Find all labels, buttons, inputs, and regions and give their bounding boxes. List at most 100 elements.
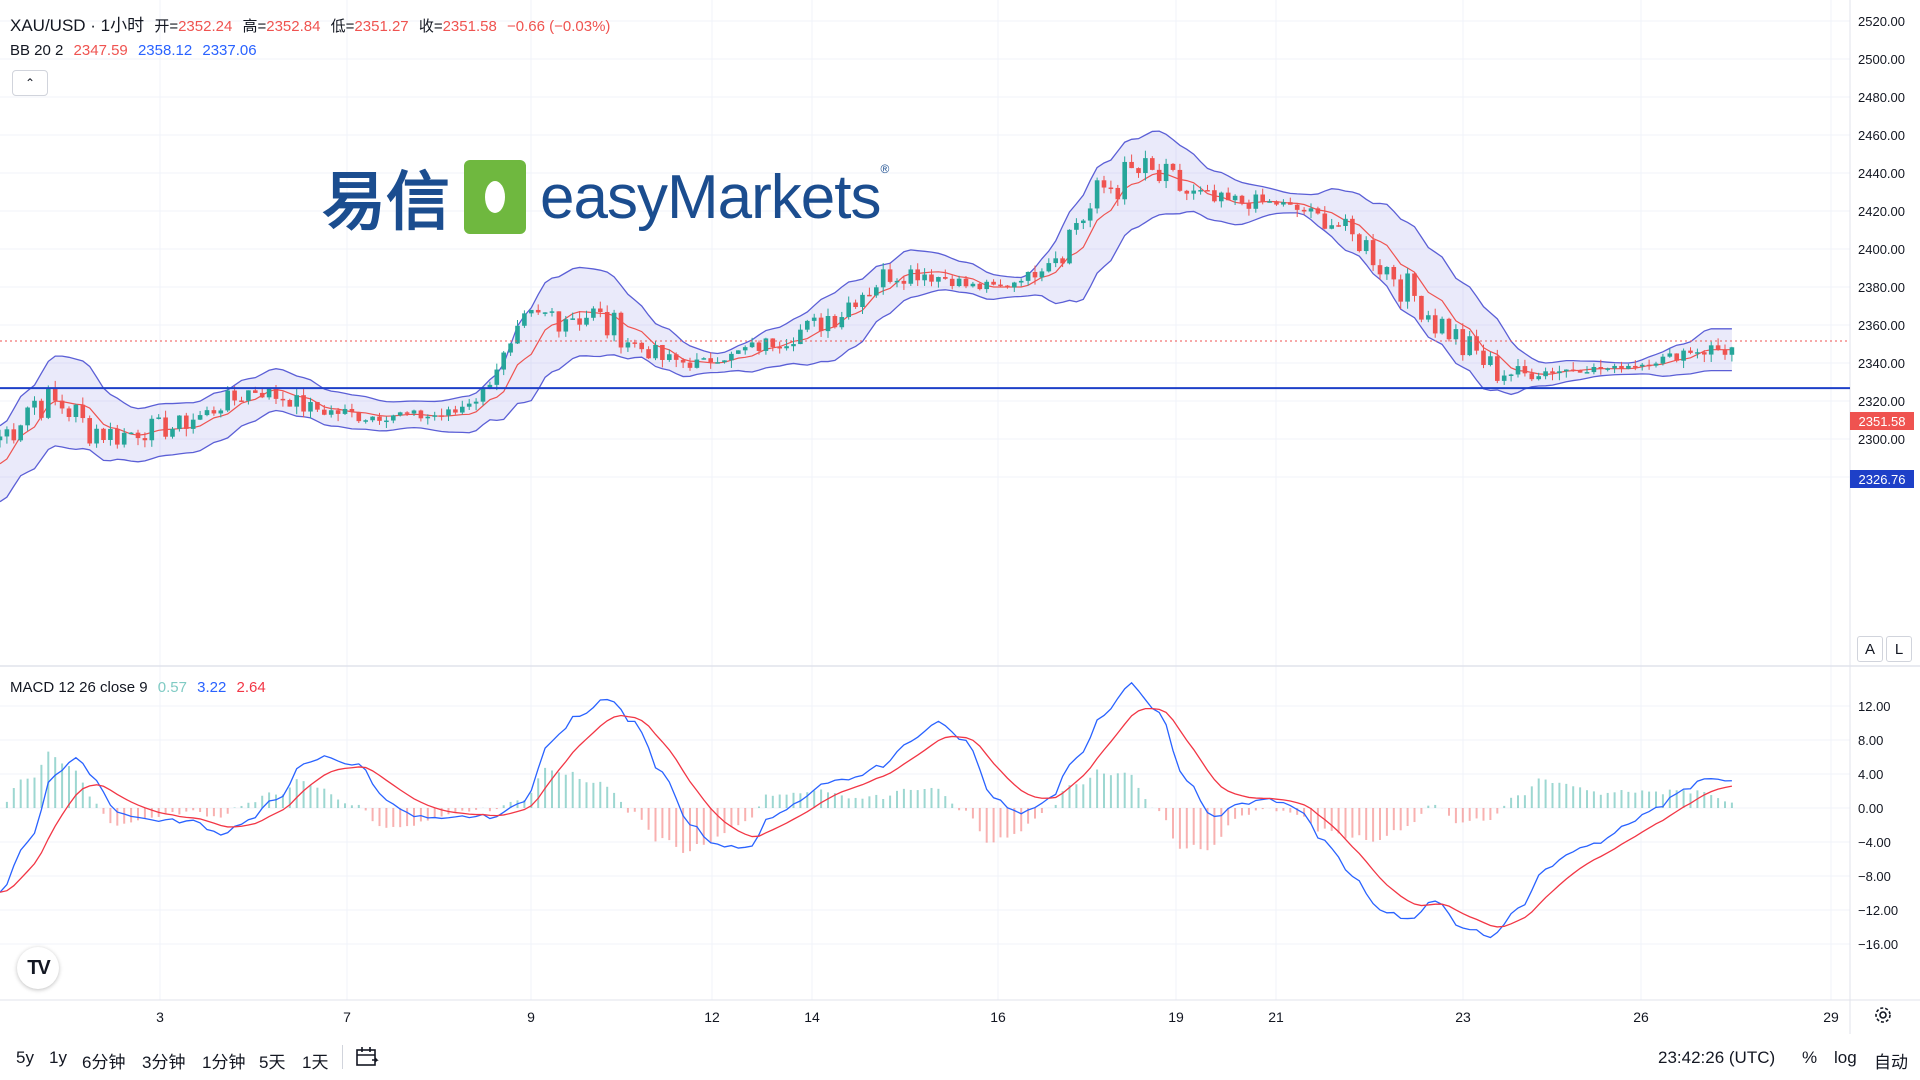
candle-down [604,311,610,336]
range-button[interactable]: 1y [49,1048,67,1067]
candle-down [1715,345,1721,350]
candle-up [667,354,672,360]
bb-legend[interactable]: BB 20 2 2347.59 2358.12 2337.06 [10,42,263,59]
candle-up [860,294,865,308]
price-tick-label: 2320.00 [1858,394,1905,409]
macd-legend[interactable]: MACD 12 26 close 9 0.57 3.22 2.64 [10,679,272,696]
auto-scale-button[interactable]: A [1857,636,1883,662]
candle-down [618,312,624,348]
chart-canvas[interactable]: 2520.00 2500.00 2480.00 2460.00 2440.00 2420.… [0,0,1920,1034]
candle-up [570,318,575,320]
candle-up [694,359,700,368]
candle-down [211,410,217,414]
candle-down [1184,190,1190,194]
auto-toggle[interactable]: 自动 [1874,1053,1908,1072]
range-button[interactable]: 1天 [302,1053,329,1072]
candle-down [770,338,776,347]
candle-up [94,428,99,444]
clock-time[interactable]: 23:42:26 (UTC) [1658,1048,1776,1067]
range-button[interactable]: 5天 [259,1053,286,1072]
candle-up [591,308,596,318]
logo-mark-icon [464,160,526,234]
candle-up [1018,280,1024,283]
candle-up [1122,161,1127,200]
candle-up [749,342,755,348]
gear-icon[interactable] [1872,1004,1894,1026]
bb-lower: 2337.06 [202,42,257,59]
candle-down [1646,364,1652,367]
date-tick-label: 7 [343,1009,351,1025]
bottom-toolbar [0,1034,1920,1080]
range-button[interactable]: 1分钟 [202,1053,246,1072]
candle-down [901,280,907,284]
candle-up [1039,271,1045,278]
candle-up [736,350,741,354]
price-tick-label: 2420.00 [1858,204,1905,219]
logo-registered-mark: ® [880,162,890,176]
candle-down [280,398,286,401]
candle-up [494,369,500,385]
tradingview-logo-icon[interactable]: TV [17,947,59,989]
candle-down [639,342,644,350]
range-button[interactable]: 3分钟 [142,1053,186,1072]
percent-toggle[interactable]: % [1802,1048,1818,1067]
candle-down [1005,285,1010,288]
candle-up [1012,282,1017,288]
candle-down [1412,273,1417,296]
date-tick-label: 9 [527,1009,535,1025]
candle-up [811,317,817,321]
range-button[interactable]: 5y [16,1048,34,1067]
candle-up [922,274,927,281]
candle-down [349,408,355,412]
candle-up [190,419,196,429]
candle-up [46,387,51,418]
price-tick-label: 2520.00 [1858,14,1905,29]
candle-down [577,318,582,325]
open-value: 2352.24 [178,18,233,35]
candle-down [1522,366,1528,374]
macd-signal-line [0,707,1733,928]
candle-down [1294,204,1300,210]
candle-up [1626,365,1631,369]
range-button[interactable]: 6分钟 [82,1053,126,1072]
log-toggle[interactable]: log [1834,1048,1857,1067]
candle-down [949,278,955,287]
candle-down [1032,271,1038,278]
candle-down [1205,190,1210,192]
candle-down [322,409,327,415]
collapse-legend-button[interactable]: ⌃ [12,70,48,96]
candle-down [1688,350,1693,353]
candle-up [1074,223,1079,230]
calendar-range-icon[interactable] [354,1045,380,1074]
candle-down [1460,329,1466,356]
candle-down [1619,365,1624,369]
candle-down [832,316,838,328]
candle-down [1570,369,1576,372]
candle-up [1046,263,1052,272]
candle-down [756,342,762,351]
candle-up [1536,376,1541,380]
symbol-name[interactable]: XAU/USD · 1小时 [10,16,145,35]
candle-down [1370,240,1376,266]
candle-down [232,390,237,401]
candle-up [611,312,617,336]
candle-up [121,432,127,445]
candle-down [404,412,410,414]
candle-up [1025,271,1031,281]
log-scale-button[interactable]: L [1886,636,1912,662]
candle-down [1225,192,1231,201]
candle-up [805,320,810,330]
candle-up [1405,273,1410,302]
candle-up [1219,192,1224,202]
candle-up [397,412,403,416]
candle-up [1639,364,1645,367]
candle-down [1419,295,1424,320]
horizontal-line-price-tag[interactable]: 2326.76 [1850,470,1914,488]
bollinger-band-fill [0,131,1732,502]
candle-up [715,362,720,364]
candle-up [266,388,272,398]
candle-up [1667,353,1673,357]
candle-up [894,280,900,283]
candle-up [1329,225,1334,229]
